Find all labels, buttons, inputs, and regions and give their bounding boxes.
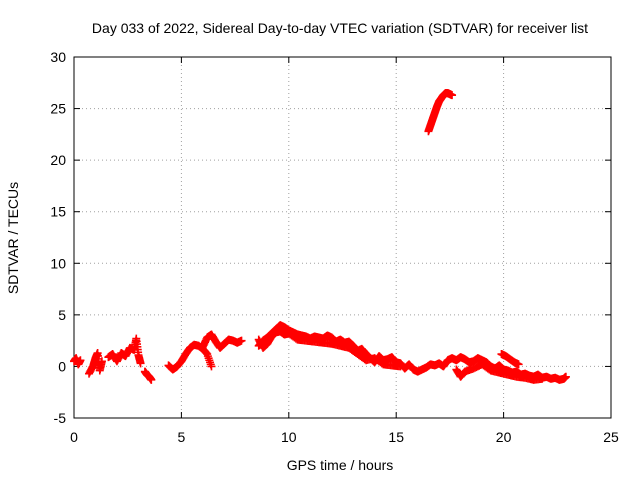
- y-tick-label: 25: [50, 101, 66, 117]
- plot-frame: [73, 56, 612, 419]
- y-tick-label: 10: [50, 255, 66, 271]
- x-tick-label: 5: [178, 429, 186, 445]
- y-tick-label: 15: [50, 204, 66, 220]
- data-point: [237, 336, 246, 345]
- data-point: [448, 91, 457, 100]
- data-point: [561, 372, 570, 381]
- x-axis-tick-labels: 0 5 10 15 20 25: [70, 429, 619, 445]
- axis-ticks: [73, 56, 612, 419]
- data-point: [136, 359, 145, 368]
- grid-lines: [74, 57, 611, 418]
- x-tick-label: 15: [388, 429, 404, 445]
- data-point: [514, 360, 523, 369]
- y-axis-tick-labels: -5 0 5 10 15 20 25 30: [50, 49, 66, 426]
- data-point: [207, 362, 216, 371]
- x-tick-label: 20: [496, 429, 512, 445]
- y-tick-label: 0: [58, 358, 66, 374]
- x-axis-label: GPS time / hours: [287, 457, 394, 473]
- y-tick-label: -5: [54, 410, 67, 426]
- chart-title: Day 033 of 2022, Sidereal Day-to-day VTE…: [92, 20, 588, 36]
- data-points: [70, 89, 570, 384]
- y-tick-label: 5: [58, 307, 66, 323]
- data-point: [147, 375, 156, 384]
- x-tick-label: 0: [70, 429, 78, 445]
- data-point: [97, 357, 106, 366]
- y-axis-label: SDTVAR / TECUs: [5, 182, 21, 294]
- x-tick-label: 10: [281, 429, 297, 445]
- y-tick-label: 30: [50, 49, 66, 65]
- y-tick-label: 20: [50, 152, 66, 168]
- data-point: [76, 356, 85, 365]
- data-point: [538, 374, 547, 383]
- x-tick-label: 25: [603, 429, 619, 445]
- data-point: [396, 362, 405, 371]
